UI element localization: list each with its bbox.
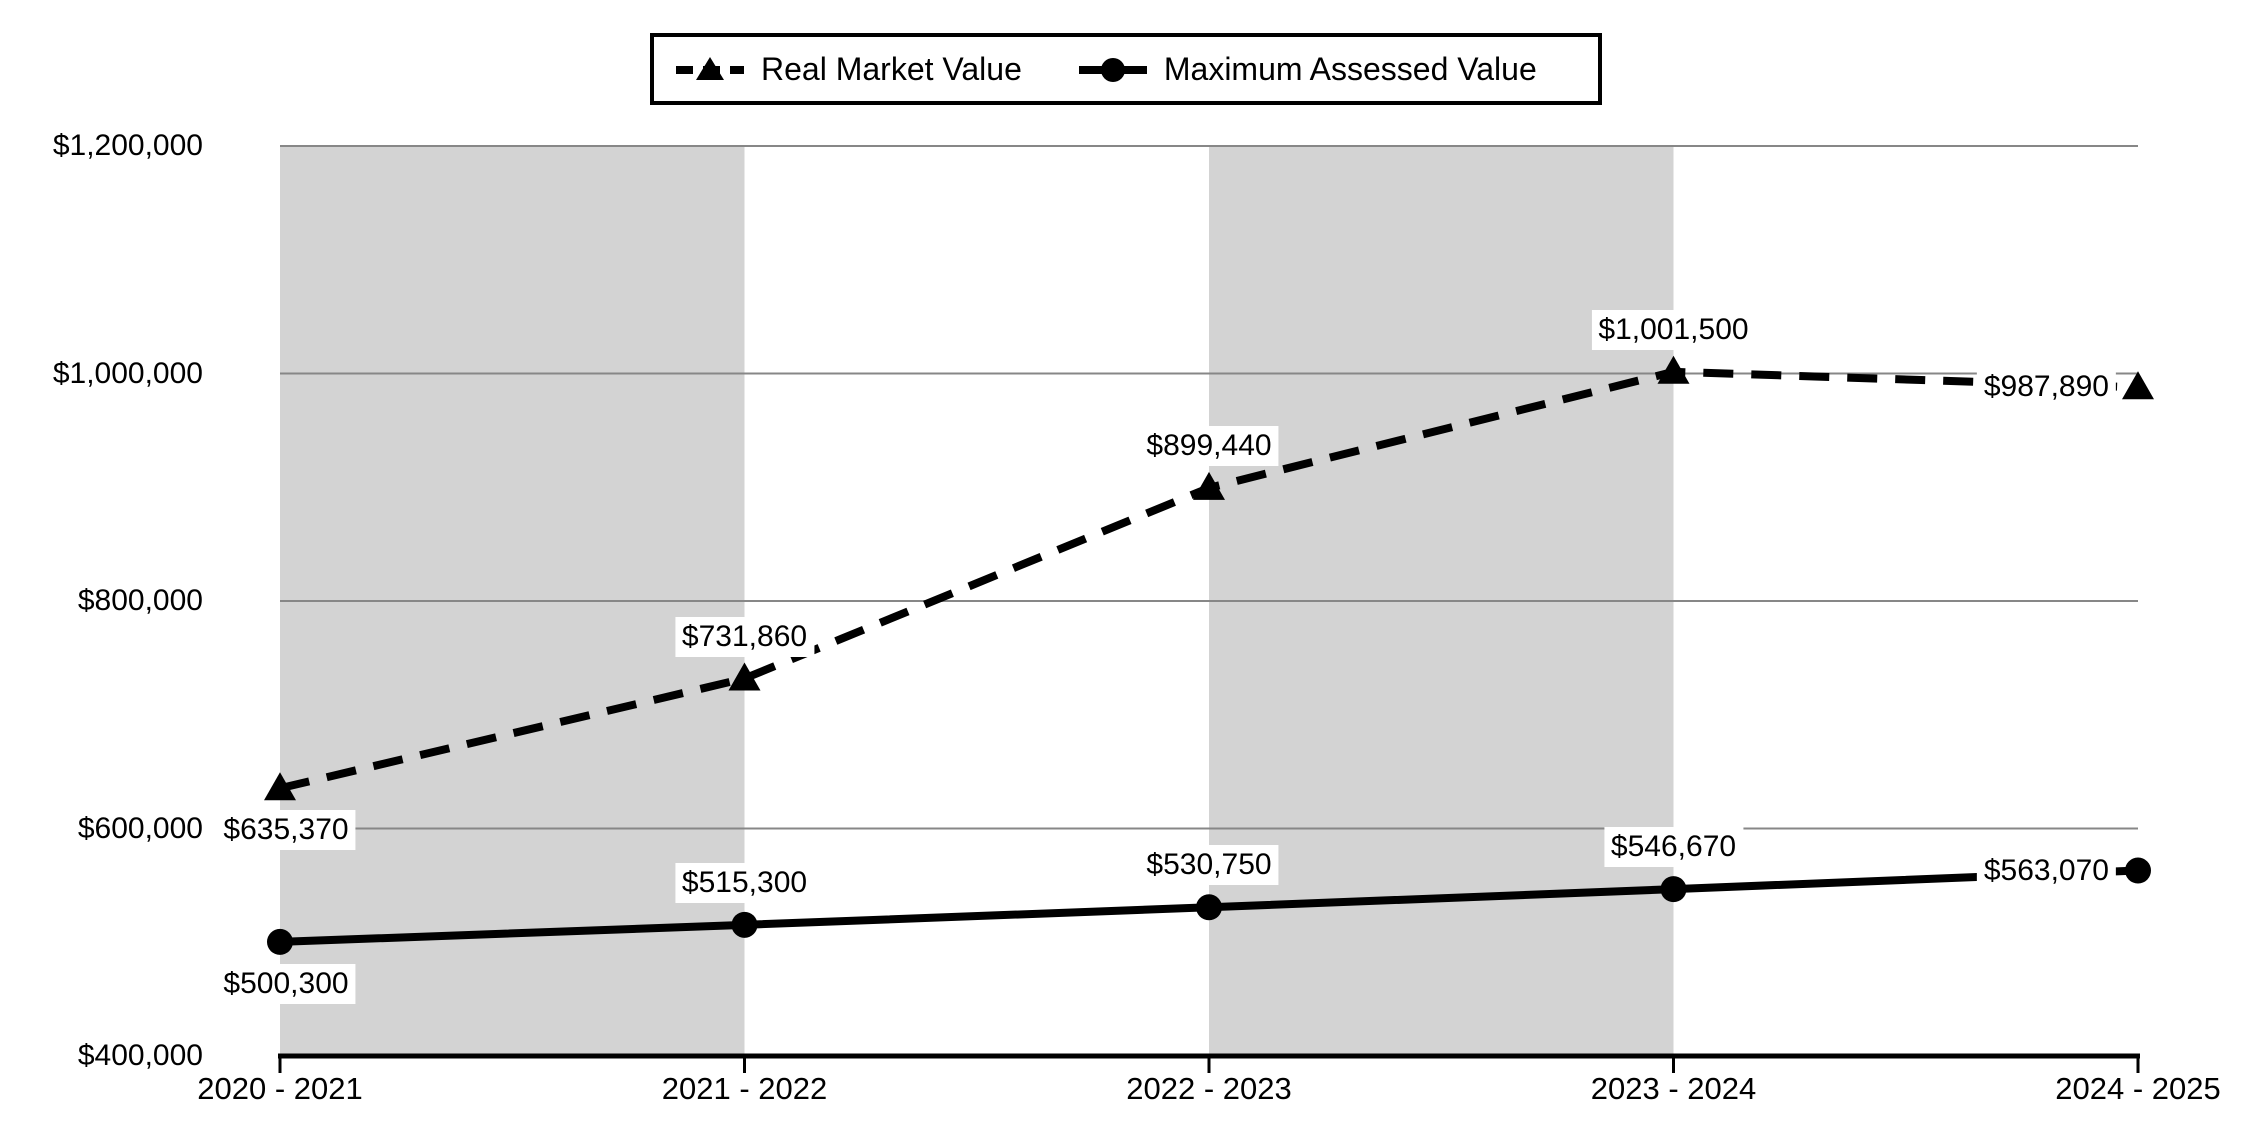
circle-marker xyxy=(1660,876,1687,903)
circle-marker xyxy=(731,911,758,938)
triangle-marker xyxy=(1193,471,1225,500)
data-label: $500,300 xyxy=(216,963,356,1004)
circle-marker xyxy=(1196,894,1222,921)
y-axis-tick-label: $600,000 xyxy=(77,811,203,845)
data-label: $987,890 xyxy=(1976,367,2116,408)
circle-marker xyxy=(267,928,293,955)
data-label: $546,670 xyxy=(1603,827,1744,868)
x-axis-tick-label: 2020 - 2021 xyxy=(197,1071,363,1106)
y-axis-tick-label: $1,000,000 xyxy=(52,356,203,390)
legend: Real Market Value Maximum Assessed Value xyxy=(650,33,1602,105)
solid-line-circle-marker-icon xyxy=(1078,58,1147,82)
x-axis-tick-label: 2022 - 2023 xyxy=(1126,1071,1292,1106)
triangle-marker xyxy=(728,662,761,691)
data-label: $563,070 xyxy=(1976,850,2116,891)
x-axis-tick-label: 2023 - 2024 xyxy=(1590,1071,1757,1106)
data-label: $515,300 xyxy=(674,862,815,903)
data-label: $731,860 xyxy=(674,616,815,657)
x-axis-tick-label: 2021 - 2022 xyxy=(661,1071,828,1106)
triangle-marker xyxy=(2122,371,2154,400)
x-axis-tick-label: 2024 - 2025 xyxy=(2055,1071,2221,1106)
legend-item-maximum-assessed-value: Maximum Assessed Value xyxy=(1078,51,1537,88)
data-label: $1,001,500 xyxy=(1591,309,1756,350)
y-axis-tick-label: $400,000 xyxy=(77,1039,203,1072)
y-axis-tick-label: $800,000 xyxy=(77,584,203,617)
data-label: $530,750 xyxy=(1139,845,1279,886)
circle-marker xyxy=(2125,857,2151,884)
y-axis-tick-label: $1,200,000 xyxy=(52,129,203,162)
triangle-marker xyxy=(264,772,296,801)
legend-label-maximum-assessed-value: Maximum Assessed Value xyxy=(1163,50,1537,87)
dashed-line-triangle-marker-icon xyxy=(676,57,744,80)
legend-item-real-market-value: Real Market Value xyxy=(675,51,1022,88)
data-label: $899,440 xyxy=(1139,425,1279,466)
legend-label-real-market-value: Real Market Value xyxy=(761,50,1022,87)
data-label: $635,370 xyxy=(216,810,356,851)
triangle-marker xyxy=(1657,355,1690,384)
